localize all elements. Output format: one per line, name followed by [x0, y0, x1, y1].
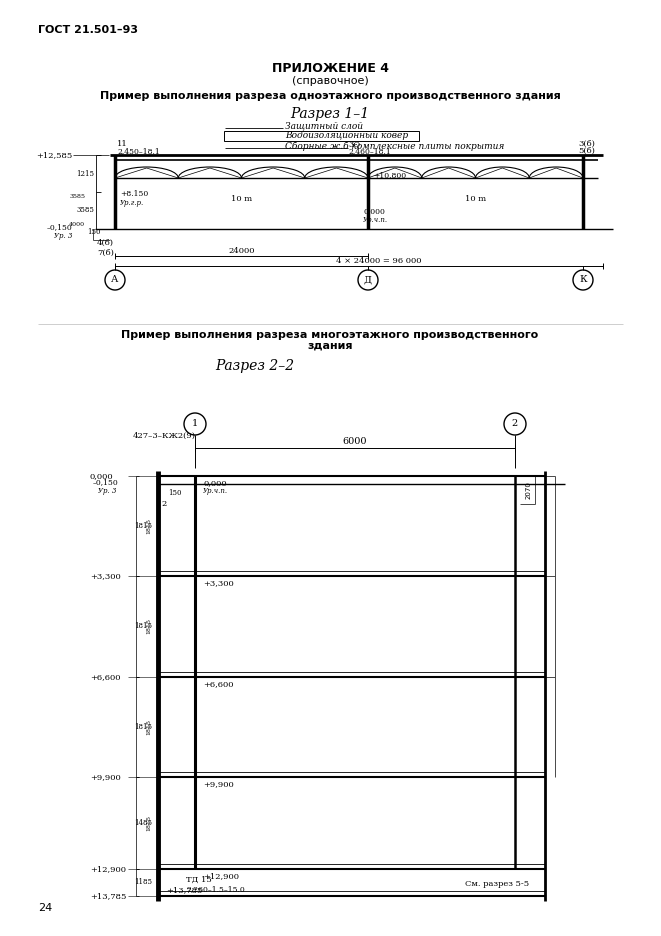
- Text: +3,300: +3,300: [90, 572, 121, 580]
- Text: +6,600: +6,600: [90, 673, 120, 681]
- Text: 2: 2: [161, 500, 167, 508]
- Text: 1185: 1185: [134, 879, 152, 886]
- Text: 5(б): 5(б): [578, 147, 595, 155]
- Text: 0,000: 0,000: [363, 207, 385, 215]
- Text: Разрез 1–1: Разрез 1–1: [290, 107, 369, 121]
- Text: 2,450–18.1: 2,450–18.1: [117, 147, 160, 155]
- Text: 1215: 1215: [76, 169, 94, 178]
- Text: –0,150: –0,150: [46, 223, 72, 231]
- Text: 1485: 1485: [134, 819, 152, 827]
- Text: Сборные ж.б комплексные плиты покрытия: Сборные ж.б комплексные плиты покрытия: [285, 141, 504, 151]
- Text: 2,260–1.5–15.0: 2,260–1.5–15.0: [186, 885, 245, 893]
- Text: 0,000: 0,000: [203, 479, 227, 487]
- Text: 4(б): 4(б): [97, 239, 114, 247]
- Text: А: А: [111, 275, 119, 285]
- Text: +9,900: +9,900: [203, 780, 234, 788]
- Text: 1815: 1815: [134, 622, 152, 631]
- Text: Защитный слой: Защитный слой: [285, 122, 363, 130]
- Text: +10.800: +10.800: [373, 172, 406, 180]
- Text: 3Q: 3Q: [348, 140, 360, 148]
- Text: +12,900: +12,900: [203, 872, 239, 880]
- Text: 4000: 4000: [69, 222, 85, 227]
- Text: 24: 24: [38, 903, 52, 913]
- Text: 427–3–КЖ2(9): 427–3–КЖ2(9): [133, 432, 196, 440]
- Text: ТД 15: ТД 15: [186, 876, 212, 884]
- Text: 150: 150: [87, 228, 100, 236]
- Text: здания: здания: [307, 341, 353, 351]
- Text: +3,300: +3,300: [203, 579, 234, 587]
- Text: Пример выполнения разреза многоэтажного производственного: Пример выполнения разреза многоэтажного …: [122, 330, 539, 340]
- Text: Разрез 2–2: Разрез 2–2: [215, 359, 295, 373]
- Text: +12,900: +12,900: [90, 865, 126, 873]
- Text: Ур.ч.п.: Ур.ч.п.: [363, 216, 388, 224]
- Text: Пример выполнения разреза одноэтажного производственного здания: Пример выполнения разреза одноэтажного п…: [100, 91, 561, 101]
- Text: 4 × 24000 = 96 000: 4 × 24000 = 96 000: [336, 257, 422, 265]
- Text: 1815: 1815: [134, 723, 152, 731]
- Text: Водоизоляционный ковер: Водоизоляционный ковер: [285, 131, 408, 140]
- Text: +6,600: +6,600: [203, 680, 233, 688]
- Text: 1815: 1815: [147, 619, 151, 635]
- Text: Ур.г.р.: Ур.г.р.: [120, 199, 144, 207]
- Text: –0,150: –0,150: [93, 478, 119, 486]
- Text: 150: 150: [168, 489, 182, 497]
- Text: 2: 2: [512, 419, 518, 429]
- Text: Д: Д: [364, 275, 372, 285]
- Text: 24000: 24000: [228, 247, 254, 255]
- Text: +13,785: +13,785: [90, 892, 126, 900]
- Text: Ур.ч.п.: Ур.ч.п.: [203, 487, 228, 495]
- Text: 3(б): 3(б): [578, 140, 595, 148]
- Text: 1: 1: [192, 419, 198, 429]
- Text: +13,785: +13,785: [166, 886, 202, 894]
- Text: 1815: 1815: [147, 518, 151, 534]
- Text: 7(б): 7(б): [97, 249, 114, 257]
- Text: Ур. 3: Ур. 3: [98, 487, 116, 495]
- Text: +8.150: +8.150: [120, 190, 148, 198]
- Text: 10 m: 10 m: [231, 195, 252, 203]
- Text: ПРИЛОЖЕНИЕ 4: ПРИЛОЖЕНИЕ 4: [272, 62, 389, 75]
- Text: 1815: 1815: [147, 815, 151, 831]
- Text: Ур. 3: Ур. 3: [54, 232, 72, 240]
- Text: +12,585: +12,585: [36, 151, 72, 159]
- Text: 6000: 6000: [343, 436, 368, 446]
- Text: 2070: 2070: [526, 481, 532, 499]
- Text: 11: 11: [117, 140, 128, 148]
- Text: 10 m: 10 m: [465, 195, 486, 203]
- Text: К: К: [579, 275, 587, 285]
- Text: 1815: 1815: [134, 522, 152, 530]
- Text: 3585: 3585: [69, 195, 85, 199]
- Text: 0,000: 0,000: [90, 472, 114, 480]
- Text: +9,900: +9,900: [90, 773, 121, 781]
- Text: 3585: 3585: [76, 207, 94, 214]
- Text: См. разрез 5-5: См. разрез 5-5: [465, 880, 529, 888]
- Text: ГОСТ 21.501–93: ГОСТ 21.501–93: [38, 25, 138, 35]
- Text: 1815: 1815: [147, 719, 151, 735]
- Text: (справочное): (справочное): [292, 76, 368, 86]
- Text: 2,460–18.1: 2,460–18.1: [348, 147, 391, 155]
